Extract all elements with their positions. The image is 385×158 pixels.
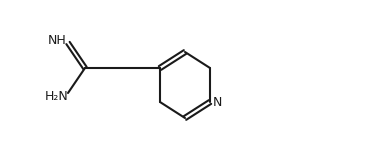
Text: N: N <box>213 97 223 109</box>
Text: H₂N: H₂N <box>45 89 69 103</box>
Text: NH: NH <box>48 33 66 46</box>
